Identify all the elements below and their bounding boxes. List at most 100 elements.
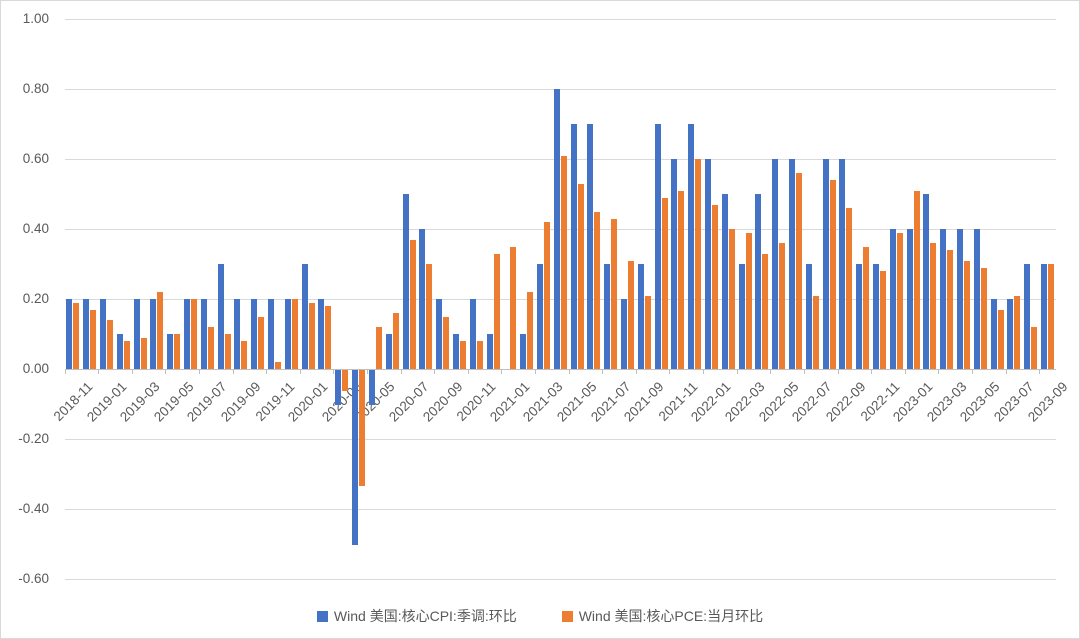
bar-pce-2019-12 xyxy=(291,299,298,369)
y-axis-tick-label: 0.00 xyxy=(22,361,49,376)
gridline xyxy=(64,159,1056,160)
x-axis-tick-mark xyxy=(602,370,604,374)
y-axis-tick-label: 0.20 xyxy=(22,291,49,306)
bar-cpi-2022-06 xyxy=(789,159,796,369)
x-axis-tick-mark xyxy=(904,370,906,374)
bar-pce-2021-11 xyxy=(678,190,685,369)
x-axis-tick-mark xyxy=(803,370,805,374)
bar-cpi-2021-02 xyxy=(520,334,527,369)
bar-cpi-2021-07 xyxy=(604,264,611,369)
bar-cpi-2020-02 xyxy=(318,299,325,369)
x-axis-tick-mark xyxy=(131,370,133,374)
bar-cpi-2022-07 xyxy=(805,264,812,369)
x-axis-tick-mark xyxy=(770,370,772,374)
bar-cpi-2019-08 xyxy=(217,264,224,369)
x-axis-tick-mark xyxy=(434,370,436,374)
bar-pce-2022-02 xyxy=(728,229,735,369)
bar-pce-2020-09 xyxy=(443,316,450,369)
bar-cpi-2022-02 xyxy=(721,194,728,369)
bar-cpi-2018-11 xyxy=(66,299,73,369)
bar-pce-2023-02 xyxy=(930,243,937,369)
x-axis-tick-mark xyxy=(232,370,234,374)
legend-swatch-cpi-icon xyxy=(316,610,328,622)
bar-cpi-2021-04 xyxy=(553,89,560,369)
bar-pce-2023-06 xyxy=(997,309,1004,369)
gridline xyxy=(64,299,1056,300)
bar-cpi-2020-12 xyxy=(486,334,493,369)
x-axis-tick-mark xyxy=(703,370,705,374)
bar-cpi-2020-08 xyxy=(419,229,426,369)
bar-cpi-2021-06 xyxy=(587,124,594,369)
bar-cpi-2021-09 xyxy=(637,264,644,369)
x-axis-tick-mark xyxy=(98,370,100,374)
x-axis-tick-mark xyxy=(837,370,839,374)
bar-cpi-2022-12 xyxy=(889,229,896,369)
bar-pce-2022-05 xyxy=(779,243,786,369)
bar-cpi-2020-11 xyxy=(469,299,476,369)
bar-cpi-2021-10 xyxy=(654,124,661,369)
bar-cpi-2019-06 xyxy=(184,299,191,369)
bar-pce-2021-10 xyxy=(661,197,668,369)
y-axis-tick-label: 0.80 xyxy=(22,81,49,96)
bar-pce-2022-04 xyxy=(762,253,769,369)
bar-pce-2020-04 xyxy=(359,370,366,486)
y-axis-tick-label: 0.40 xyxy=(22,221,49,236)
bar-cpi-2020-09 xyxy=(436,299,443,369)
bar-pce-2023-05 xyxy=(980,267,987,369)
bar-cpi-2020-05 xyxy=(368,370,375,405)
bar-pce-2023-09 xyxy=(1048,264,1055,369)
bar-pce-2022-06 xyxy=(796,173,803,369)
bar-cpi-2022-08 xyxy=(822,159,829,369)
x-axis-tick-mark xyxy=(971,370,973,374)
bar-pce-2019-11 xyxy=(275,362,282,369)
bar-cpi-2020-01 xyxy=(301,264,308,369)
bar-cpi-2020-03 xyxy=(335,370,342,405)
bar-cpi-2023-03 xyxy=(940,229,947,369)
bar-cpi-2022-04 xyxy=(755,194,762,369)
bar-pce-2018-12 xyxy=(90,309,97,369)
bar-pce-2022-07 xyxy=(812,295,819,369)
legend-label-cpi: Wind 美国:核心CPI:季调:环比 xyxy=(333,608,517,624)
bar-cpi-2019-09 xyxy=(234,299,241,369)
bar-pce-2020-06 xyxy=(392,313,399,369)
bar-cpi-2022-10 xyxy=(856,264,863,369)
bar-pce-2020-02 xyxy=(325,306,332,369)
x-axis-tick-mark xyxy=(198,370,200,374)
y-axis-tick-label: 1.00 xyxy=(22,11,49,26)
bar-cpi-2023-06 xyxy=(990,299,997,369)
bar-pce-2019-07 xyxy=(207,327,214,369)
bar-pce-2020-03 xyxy=(342,370,349,391)
bar-pce-2020-10 xyxy=(459,341,466,369)
x-axis-tick-mark xyxy=(568,370,570,374)
bar-pce-2022-10 xyxy=(863,246,870,369)
x-axis-tick-mark xyxy=(333,370,335,374)
legend-label-pce: Wind 美国:核心PCE:当月环比 xyxy=(578,608,764,624)
bar-cpi-2022-09 xyxy=(839,159,846,369)
bar-pce-2019-01 xyxy=(107,320,113,369)
bar-pce-2020-08 xyxy=(426,264,433,369)
bar-cpi-2019-11 xyxy=(268,299,275,369)
gridline xyxy=(64,439,1056,440)
x-axis-tick-mark xyxy=(669,370,671,374)
gridline xyxy=(64,229,1056,230)
bar-cpi-2019-05 xyxy=(167,334,174,369)
legend-item-pce: Wind 美国:核心PCE:当月环比 xyxy=(561,606,764,626)
bar-cpi-2019-02 xyxy=(116,334,123,369)
x-axis-tick-mark xyxy=(871,370,873,374)
x-axis-tick-mark xyxy=(299,370,301,374)
y-axis-tick-label: -0.40 xyxy=(18,501,49,516)
gridline xyxy=(64,579,1056,580)
bar-cpi-2020-07 xyxy=(402,194,409,369)
bar-cpi-2019-10 xyxy=(251,299,258,369)
bar-cpi-2023-02 xyxy=(923,194,930,369)
bar-pce-2021-03 xyxy=(543,222,550,369)
bar-cpi-2023-04 xyxy=(957,229,964,369)
bar-pce-2019-06 xyxy=(191,299,198,369)
x-axis-tick-mark xyxy=(400,370,402,374)
bar-pce-2020-07 xyxy=(409,239,416,369)
bar-cpi-2019-03 xyxy=(133,299,140,369)
bar-pce-2019-10 xyxy=(258,316,265,369)
bar-cpi-2020-04 xyxy=(352,370,359,545)
bar-cpi-2019-01 xyxy=(100,299,106,369)
bar-pce-2021-09 xyxy=(644,295,651,369)
